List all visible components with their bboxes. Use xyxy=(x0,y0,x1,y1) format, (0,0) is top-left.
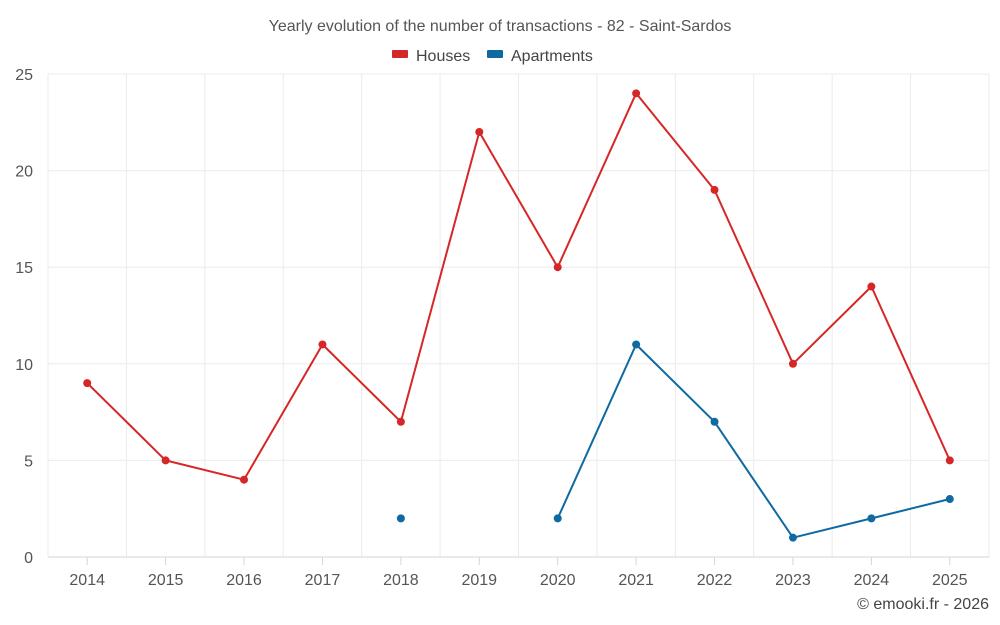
legend: Houses Apartments xyxy=(392,48,593,65)
data-point-apartments-2022[interactable] xyxy=(710,417,719,426)
legend-label-apartments[interactable]: Apartments xyxy=(511,48,593,65)
data-point-houses-2019[interactable] xyxy=(475,127,484,136)
data-point-houses-2021[interactable] xyxy=(632,89,641,98)
x-tick-label-2019: 2019 xyxy=(461,572,497,589)
series-line-apartments-1 xyxy=(556,343,951,539)
data-point-apartments-2024[interactable] xyxy=(867,514,876,523)
y-tick-label-5: 5 xyxy=(24,453,33,470)
x-tick-label-2018: 2018 xyxy=(383,572,419,589)
data-point-houses-2018[interactable] xyxy=(396,417,405,426)
data-point-houses-2015[interactable] xyxy=(161,456,170,465)
x-tick-label-2024: 2024 xyxy=(854,572,890,589)
data-point-houses-2020[interactable] xyxy=(553,263,562,272)
y-tick-label-10: 10 xyxy=(15,357,33,374)
series-houses xyxy=(83,89,954,484)
data-point-apartments-2025[interactable] xyxy=(945,495,954,504)
data-point-apartments-2021[interactable] xyxy=(632,340,641,349)
data-point-houses-2023[interactable] xyxy=(788,359,797,368)
series xyxy=(83,89,954,542)
x-tick-label-2020: 2020 xyxy=(540,572,576,589)
y-tick-label-15: 15 xyxy=(15,260,33,277)
data-point-houses-2016[interactable] xyxy=(240,475,249,484)
legend-swatch-houses xyxy=(392,50,408,58)
grid xyxy=(47,73,990,557)
data-point-apartments-2018[interactable] xyxy=(396,514,405,523)
x-tick-label-2021: 2021 xyxy=(618,572,654,589)
x-tick-label-2016: 2016 xyxy=(226,572,262,589)
chart-title: Yearly evolution of the number of transa… xyxy=(269,18,732,35)
y-tick-label-20: 20 xyxy=(15,164,33,181)
series-apartments xyxy=(396,340,954,542)
data-point-houses-2017[interactable] xyxy=(318,340,327,349)
x-tick-label-2014: 2014 xyxy=(69,572,105,589)
x-tick-label-2022: 2022 xyxy=(697,572,733,589)
x-tick-label-2023: 2023 xyxy=(775,572,811,589)
data-point-apartments-2020[interactable] xyxy=(553,514,562,523)
legend-label-houses[interactable]: Houses xyxy=(416,48,470,65)
data-point-houses-2024[interactable] xyxy=(867,282,876,291)
x-tick-label-2025: 2025 xyxy=(932,572,968,589)
data-point-houses-2014[interactable] xyxy=(83,379,92,388)
series-line-houses-0 xyxy=(86,92,951,481)
x-tick-label-2015: 2015 xyxy=(148,572,184,589)
x-tick-label-2017: 2017 xyxy=(305,572,341,589)
credit-text: © emooki.fr - 2026 xyxy=(857,596,989,613)
data-point-houses-2022[interactable] xyxy=(710,185,719,194)
legend-swatch-apartments xyxy=(487,50,503,58)
y-tick-label-0: 0 xyxy=(24,550,33,567)
y-tick-label-25: 25 xyxy=(15,67,33,84)
data-point-houses-2025[interactable] xyxy=(945,456,954,465)
data-point-apartments-2023[interactable] xyxy=(788,533,797,542)
